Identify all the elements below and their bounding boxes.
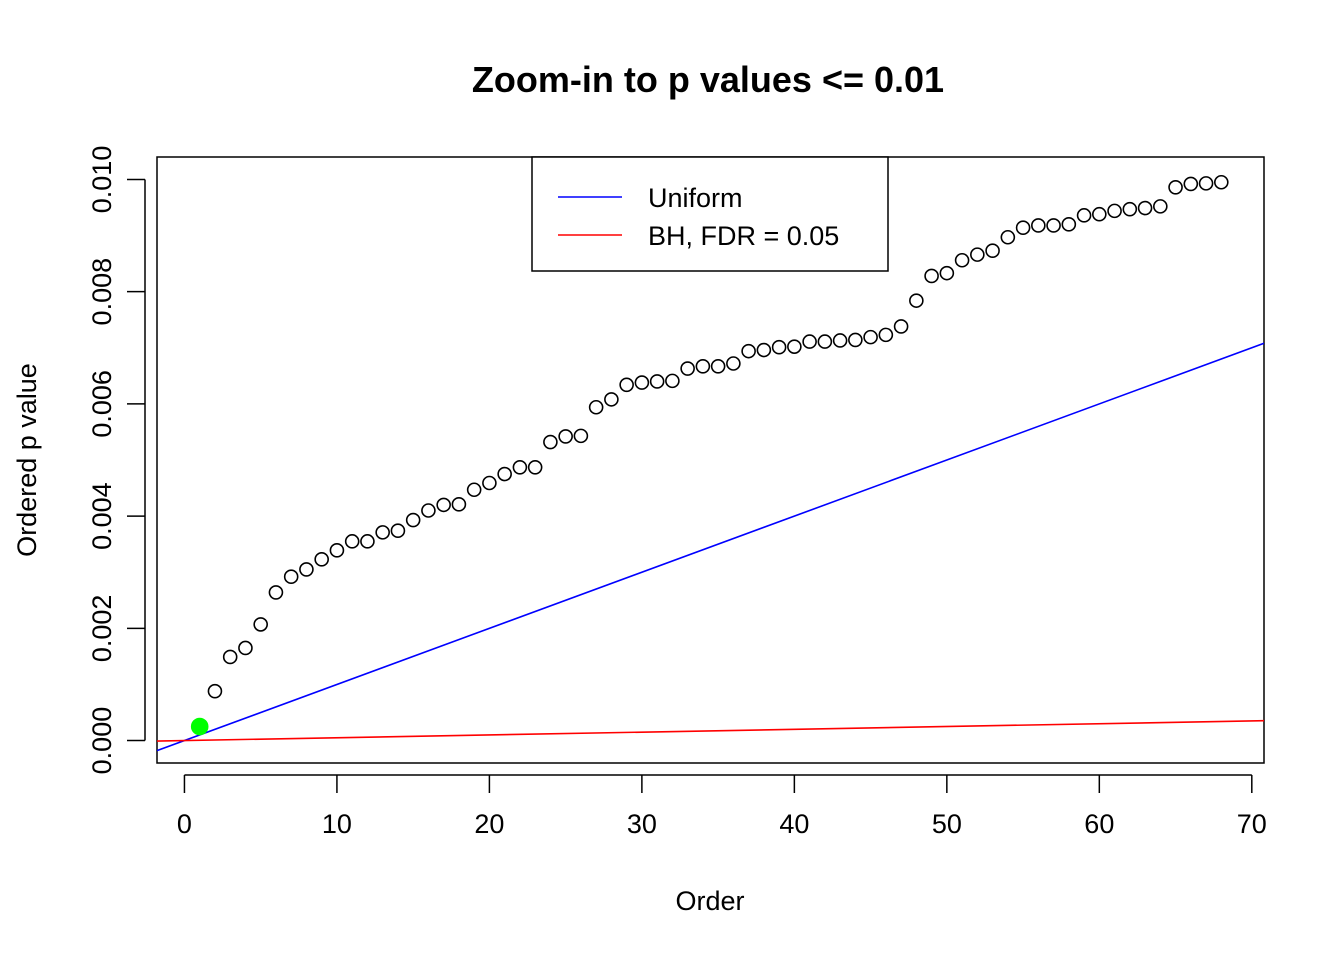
legend-box xyxy=(531,156,889,272)
data-point xyxy=(726,356,741,371)
data-point xyxy=(1168,180,1183,195)
x-tick-label: 70 xyxy=(1237,809,1267,839)
data-point xyxy=(832,333,848,348)
data-point xyxy=(466,482,482,498)
data-point xyxy=(512,459,528,475)
x-tick-label: 0 xyxy=(177,809,192,839)
y-tick-label: 0.002 xyxy=(87,595,117,663)
data-point xyxy=(1061,217,1077,232)
data-point xyxy=(1214,174,1229,190)
data-point xyxy=(238,640,253,656)
data-point xyxy=(283,569,299,585)
x-axis-label: Order xyxy=(675,886,744,916)
y-tick-label: 0.000 xyxy=(87,707,117,775)
data-point xyxy=(817,334,833,349)
data-point xyxy=(344,534,360,549)
data-point xyxy=(939,265,955,281)
data-point xyxy=(482,475,497,491)
data-point xyxy=(527,459,543,475)
y-axis-label: Ordered p value xyxy=(12,363,42,557)
data-point xyxy=(710,358,726,374)
legend-label-uniform: Uniform xyxy=(648,183,743,213)
x-axis: 0 10 20 30 40 50 60 70 xyxy=(177,774,1267,839)
data-point xyxy=(1015,220,1031,235)
data-point xyxy=(436,497,451,513)
data-point xyxy=(787,339,802,354)
data-point xyxy=(1107,203,1122,219)
data-point xyxy=(771,339,787,355)
data-point xyxy=(1122,201,1138,217)
data-point xyxy=(1198,176,1214,191)
y-tick-label: 0.008 xyxy=(87,258,117,326)
data-point xyxy=(1000,229,1016,245)
data-point xyxy=(756,342,772,358)
data-point xyxy=(543,434,558,450)
data-point xyxy=(695,358,711,374)
x-tick-label: 60 xyxy=(1084,809,1114,839)
y-tick-label: 0.010 xyxy=(87,146,117,214)
data-point xyxy=(390,523,406,539)
legend: Uniform BH, FDR = 0.05 xyxy=(531,156,889,272)
x-tick-label: 10 xyxy=(322,809,352,839)
series-line xyxy=(157,719,1264,742)
data-point xyxy=(634,375,650,390)
data-point xyxy=(802,334,817,349)
data-point xyxy=(207,683,223,699)
data-point xyxy=(1183,176,1199,192)
data-point xyxy=(360,534,375,549)
data-point xyxy=(878,327,894,343)
data-point xyxy=(985,243,1000,259)
data-point xyxy=(680,361,695,376)
data-point xyxy=(649,374,665,389)
data-point xyxy=(314,552,329,567)
data-point xyxy=(1092,206,1107,222)
y-axis: 0.000 0.002 0.004 0.006 0.008 0.010 xyxy=(87,146,146,775)
data-point xyxy=(1046,218,1061,233)
data-points xyxy=(190,174,1229,736)
series-line xyxy=(157,342,1264,752)
data-point xyxy=(848,332,863,348)
data-point xyxy=(909,293,924,308)
chart-title: Zoom-in to p values <= 0.01 xyxy=(472,59,944,100)
x-tick-label: 40 xyxy=(779,809,809,839)
x-tick-label: 50 xyxy=(932,809,962,839)
data-point xyxy=(970,247,985,262)
data-point xyxy=(1153,199,1168,214)
data-point xyxy=(1137,200,1153,216)
data-point xyxy=(1031,218,1046,233)
data-point xyxy=(253,617,268,632)
data-point xyxy=(573,428,589,444)
data-point xyxy=(863,329,878,345)
data-point xyxy=(924,268,939,284)
data-point xyxy=(619,377,634,393)
data-point xyxy=(268,585,284,600)
data-point xyxy=(954,252,970,268)
data-point xyxy=(558,429,573,444)
data-point xyxy=(329,543,345,558)
data-point xyxy=(299,562,314,577)
data-point xyxy=(665,373,680,389)
data-point xyxy=(741,343,756,359)
data-point xyxy=(451,497,467,512)
x-tick-label: 20 xyxy=(474,809,504,839)
y-tick-label: 0.004 xyxy=(87,482,117,550)
y-tick-label: 0.006 xyxy=(87,370,117,438)
x-tick-label: 30 xyxy=(627,809,657,839)
data-point xyxy=(604,392,619,407)
data-point xyxy=(588,399,604,415)
data-point xyxy=(222,649,238,665)
data-point xyxy=(421,503,436,518)
data-point xyxy=(497,466,512,482)
data-point xyxy=(375,525,390,540)
data-point xyxy=(893,319,909,334)
data-point xyxy=(405,512,421,528)
reference-lines xyxy=(157,342,1264,752)
data-point xyxy=(1076,208,1092,223)
legend-label-bh: BH, FDR = 0.05 xyxy=(648,221,839,251)
highlighted-point xyxy=(190,717,209,736)
